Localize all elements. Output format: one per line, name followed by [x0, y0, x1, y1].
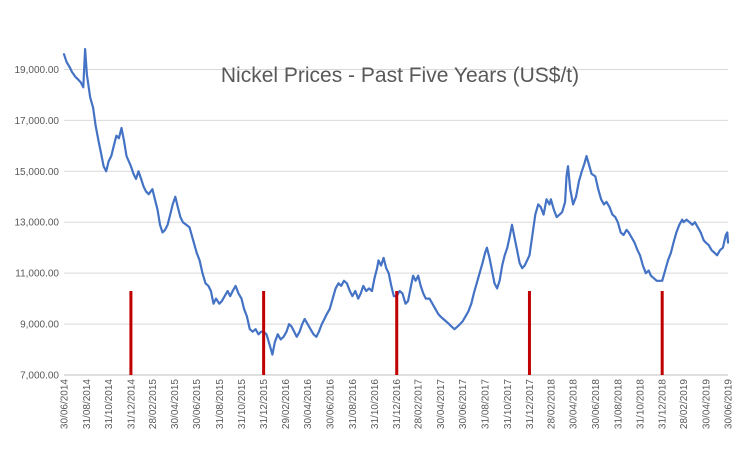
x-axis-ticks: 30/06/2014 31/08/2014 31/10/2014 31/12/2014… — [60, 379, 735, 429]
x-tick-label: 28/02/2015 — [148, 379, 159, 429]
x-tick-label: 30/06/2019 — [724, 379, 735, 429]
x-tick-label: 31/12/2014 — [126, 379, 137, 429]
x-tick-label: 31/08/2018 — [613, 379, 624, 429]
y-tick-label: 9,000.00 — [20, 320, 59, 331]
x-tick-label: 30/06/2014 — [60, 379, 71, 429]
x-tick-label: 28/02/2019 — [679, 379, 690, 429]
x-tick-label: 30/06/2015 — [192, 379, 203, 429]
x-tick-label: 31/10/2016 — [370, 379, 381, 429]
y-tick-label: 11,000.00 — [15, 269, 59, 280]
x-tick-label: 30/04/2017 — [436, 379, 447, 429]
marker-layer — [129, 290, 664, 375]
x-tick-label: 30/06/2018 — [591, 379, 602, 429]
x-tick-label: 31/12/2018 — [658, 379, 669, 429]
chart-title: Nickel Prices - Past Five Years (US$/t) — [221, 64, 579, 87]
x-tick-label: 28/02/2018 — [546, 379, 557, 429]
x-tick-label: 31/10/2014 — [104, 379, 115, 429]
y-tick-label: 17,000.00 — [15, 116, 60, 127]
y-tick-label: 15,000.00 — [15, 167, 60, 178]
x-tick-label: 31/08/2014 — [82, 379, 93, 429]
y-axis-ticks: 7,000.00 9,000.00 11,000.00 13,000.00 15,000… — [15, 65, 60, 382]
x-tick-label: 31/08/2016 — [348, 379, 359, 429]
grid-layer — [64, 68, 728, 376]
x-tick-label: 31/08/2015 — [215, 379, 226, 429]
x-tick-label: 31/10/2017 — [503, 379, 514, 429]
x-tick-label: 30/04/2016 — [303, 379, 314, 429]
x-tick-label: 29/02/2016 — [281, 379, 292, 429]
y-tick-label: 13,000.00 — [15, 218, 60, 229]
x-tick-label: 30/04/2018 — [569, 379, 580, 429]
x-tick-label: 31/10/2018 — [636, 379, 647, 429]
x-tick-label: 31/12/2016 — [392, 379, 403, 429]
x-tick-label: 31/10/2015 — [237, 379, 248, 429]
y-tick-label: 19,000.00 — [15, 65, 60, 76]
x-tick-label: 31/08/2017 — [481, 379, 492, 429]
x-tick-label: 30/04/2019 — [701, 379, 712, 429]
x-tick-label: 31/12/2017 — [525, 379, 536, 429]
x-tick-label: 28/02/2017 — [414, 379, 425, 429]
x-tick-label: 30/06/2016 — [325, 379, 336, 429]
y-tick-label: 7,000.00 — [20, 371, 59, 382]
x-tick-label: 30/04/2015 — [170, 379, 181, 429]
x-tick-label: 31/12/2015 — [259, 379, 270, 429]
x-tick-label: 30/06/2017 — [458, 379, 469, 429]
